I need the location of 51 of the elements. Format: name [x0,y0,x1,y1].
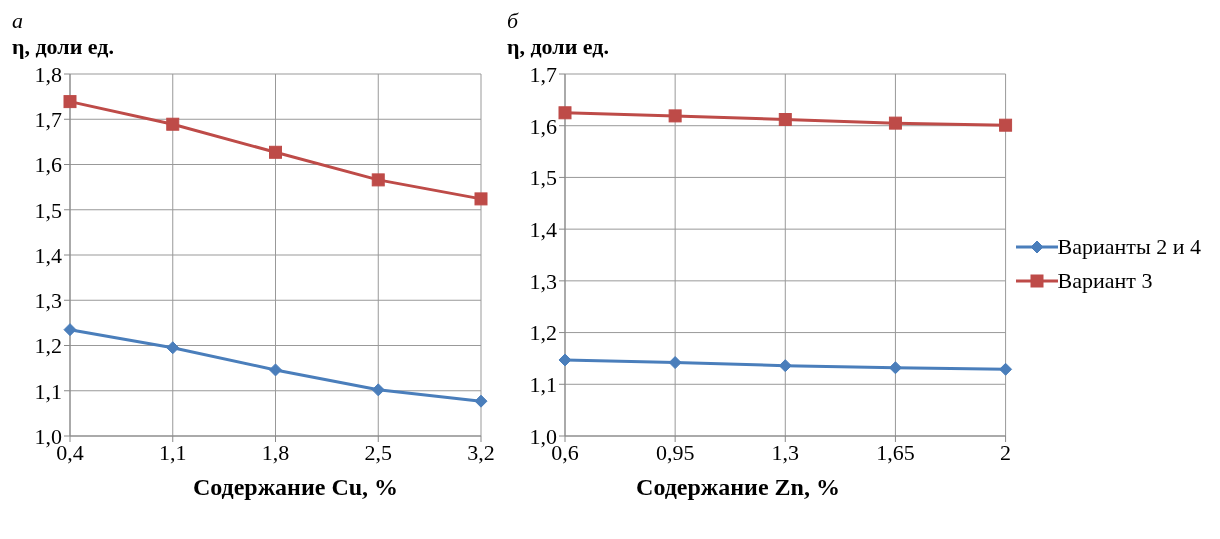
y-tick-label: 1,5 [34,197,62,223]
y-tick-label: 1,3 [34,288,62,314]
x-tick-label: 2 [1000,439,1012,465]
y-tick-label: 1,6 [529,113,557,139]
point [371,383,385,397]
x-axis-title: Содержание Cu, % [191,474,400,501]
x-tick-label: 0,95 [655,439,695,465]
legend-label: Варианты 2 и 4 [1057,234,1201,260]
point [888,116,902,130]
y-tick-label: 1,1 [34,378,62,404]
point [269,363,282,377]
x-tick-label: 1,8 [261,439,290,465]
point [474,394,488,408]
y-tick-label: 1,7 [34,107,62,133]
x-tick-label: 1,65 [876,439,915,465]
y-axis-title: η, доли ед. [506,34,610,61]
y-tick-label: 1,8 [34,61,62,87]
x-tick-label: 1,3 [771,439,800,465]
point [888,361,902,375]
point [269,145,282,159]
point [999,118,1013,132]
x-tick-label: 3,2 [467,439,495,465]
y-axis-title: η, доли ед. [11,34,115,61]
point [778,113,792,127]
x-tick-label: 1,1 [159,439,187,465]
point [558,353,572,367]
y-tick-label: 1,4 [34,242,62,268]
point [778,359,792,373]
point [668,109,682,123]
point [474,192,488,206]
y-tick-label: 1,5 [529,165,557,191]
y-tick-label: 1,4 [529,216,557,242]
chart-title: а [11,8,24,34]
y-tick-label: 1,7 [529,61,557,87]
point [371,173,385,187]
point [558,106,572,120]
y-tick-label: 1,6 [34,152,62,178]
y-tick-label: 1,1 [529,372,557,398]
point [999,362,1013,376]
y-tick-label: 1,2 [529,320,557,346]
point [166,117,180,131]
legend-label: Вариант 3 [1057,268,1153,294]
point [668,356,682,370]
point [166,341,180,355]
point [63,95,77,109]
y-tick-label: 1,3 [529,268,557,294]
point [63,323,77,337]
y-tick-label: 1,2 [34,333,62,359]
x-axis-title: Содержание Zn, % [635,474,841,501]
x-tick-label: 2,5 [364,439,392,465]
chart-title: б [506,8,520,34]
